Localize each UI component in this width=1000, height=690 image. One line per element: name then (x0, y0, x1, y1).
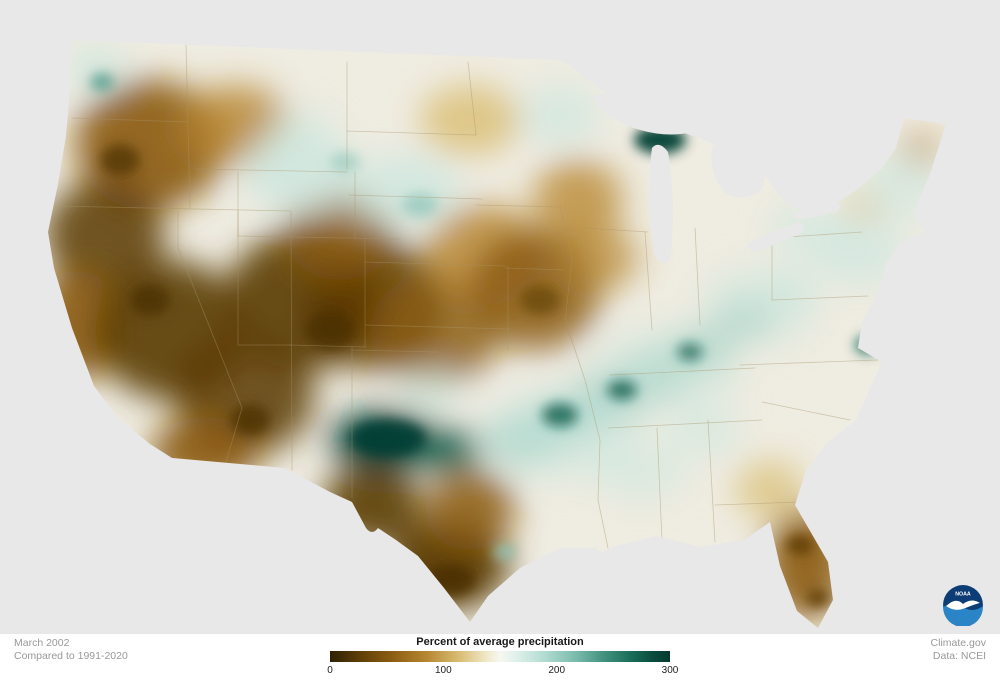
legend-tick-100: 100 (434, 665, 452, 676)
map-canvas (0, 0, 1000, 640)
legend-tick-300: 300 (661, 665, 679, 676)
lake-erie (748, 222, 804, 252)
data-credit: Data: NCEI (932, 650, 986, 662)
source-credit: Climate.gov (930, 637, 986, 649)
map-baseline: Compared to 1991-2020 (14, 650, 128, 662)
seagull-icon (946, 600, 980, 610)
legend-ticks: 0 100 200 300 (327, 665, 678, 679)
great-lakes (592, 92, 840, 264)
us-precipitation-map (48, 40, 946, 628)
lake-michigan (648, 144, 674, 264)
date-block: March 2002 Compared to 1991-2020 (14, 637, 128, 663)
noaa-logo: NOAA (943, 585, 983, 626)
legend-tick-0: 0 (327, 665, 333, 676)
footer: March 2002 Compared to 1991-2020 Percent… (0, 634, 1000, 690)
noaa-logo-text: NOAA (955, 592, 971, 598)
map-period: March 2002 (14, 637, 70, 649)
lake-ontario (793, 202, 840, 220)
legend-tick-200: 200 (548, 665, 566, 676)
lake-superior (592, 92, 705, 135)
lake-huron (711, 140, 766, 197)
credit-block: Climate.gov Data: NCEI (931, 637, 986, 663)
legend-title: Percent of average precipitation (416, 636, 584, 648)
color-scale-bar (330, 651, 670, 662)
